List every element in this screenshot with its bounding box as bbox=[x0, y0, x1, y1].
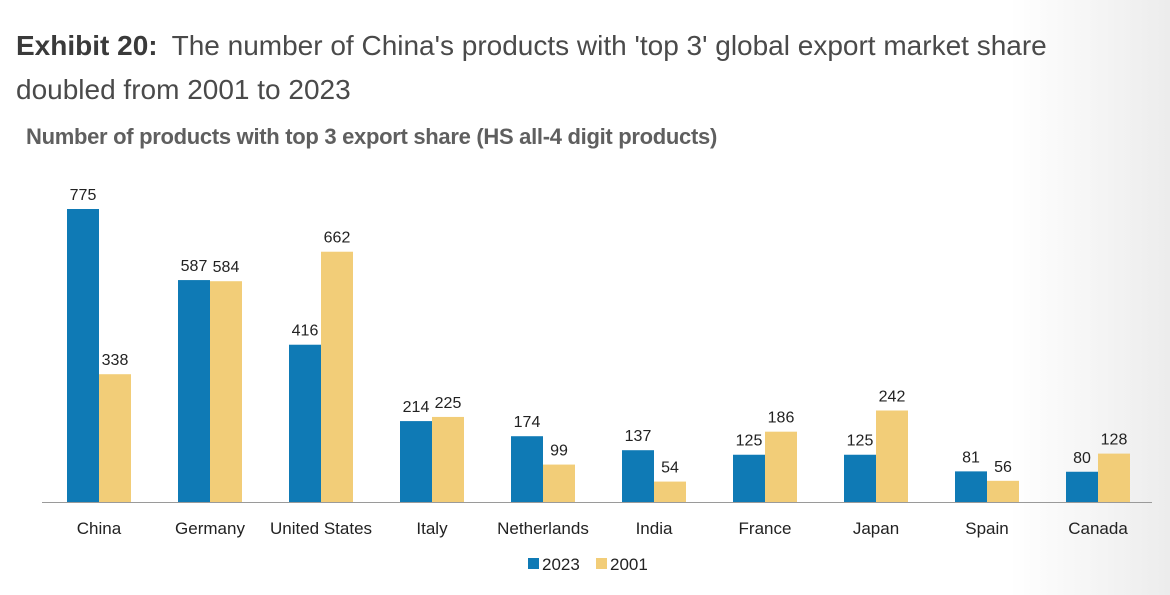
bar-japan-2001 bbox=[876, 410, 908, 502]
value-label-france-2001: 186 bbox=[768, 410, 795, 427]
bar-india-2001 bbox=[654, 481, 686, 502]
bar-spain-2001 bbox=[987, 480, 1019, 502]
value-label-netherlands-2001: 99 bbox=[550, 443, 568, 460]
bar-france-2023 bbox=[733, 454, 765, 502]
category-label: China bbox=[77, 519, 122, 538]
value-label-china-2001: 338 bbox=[102, 352, 129, 369]
value-label-france-2023: 125 bbox=[736, 433, 763, 450]
value-label-india-2001: 54 bbox=[661, 460, 679, 477]
bar-united-states-2023 bbox=[289, 344, 321, 502]
value-label-canada-2023: 80 bbox=[1073, 450, 1091, 467]
exhibit-title: The number of China's products with 'top… bbox=[16, 30, 1047, 105]
value-label-india-2023: 137 bbox=[625, 428, 652, 445]
value-label-spain-2023: 81 bbox=[962, 449, 980, 466]
value-label-italy-2023: 214 bbox=[403, 399, 430, 416]
category-label: Italy bbox=[416, 519, 448, 538]
bar-germany-2001 bbox=[210, 281, 242, 502]
bar-japan-2023 bbox=[844, 454, 876, 502]
category-label: Spain bbox=[965, 519, 1008, 538]
chart-title: Number of products with top 3 export sha… bbox=[26, 124, 717, 149]
bar-canada-2023 bbox=[1066, 471, 1098, 502]
exhibit-label: Exhibit 20: bbox=[16, 30, 158, 61]
legend-swatch-2001 bbox=[596, 558, 607, 569]
bar-netherlands-2001 bbox=[543, 464, 575, 502]
value-label-united-states-2023: 416 bbox=[292, 323, 319, 340]
legend-label-2001: 2001 bbox=[610, 555, 648, 574]
bar-france-2001 bbox=[765, 431, 797, 502]
bar-china-2001 bbox=[99, 374, 131, 502]
bar-netherlands-2023 bbox=[511, 436, 543, 502]
value-label-united-states-2001: 662 bbox=[324, 230, 351, 247]
legend: 2023 2001 bbox=[528, 555, 648, 574]
value-label-china-2023: 775 bbox=[70, 187, 97, 204]
bar-italy-2001 bbox=[432, 416, 464, 502]
category-label: Germany bbox=[175, 519, 245, 538]
category-labels-group: China Germany United States Italy Netherland… bbox=[77, 519, 1129, 538]
legend-label-2023: 2023 bbox=[542, 555, 580, 574]
category-label: Netherlands bbox=[497, 519, 589, 538]
category-label: United States bbox=[270, 519, 372, 538]
category-label: Japan bbox=[853, 519, 899, 538]
value-label-germany-2001: 584 bbox=[213, 259, 240, 276]
value-label-netherlands-2023: 174 bbox=[514, 414, 541, 431]
category-label: Canada bbox=[1068, 519, 1128, 538]
bar-china-2023 bbox=[67, 209, 99, 502]
exhibit-heading: Exhibit 20: The number of China's product… bbox=[16, 24, 1136, 112]
value-labels-group: 775 338 587 584 416 662 214 225 174 99 137 54 125 186… bbox=[70, 187, 1128, 477]
value-label-canada-2001: 128 bbox=[1101, 432, 1128, 449]
bar-italy-2023 bbox=[400, 421, 432, 502]
legend-swatch-2023 bbox=[528, 558, 539, 569]
value-label-japan-2023: 125 bbox=[847, 433, 874, 450]
bar-united-states-2001 bbox=[321, 251, 353, 502]
value-label-italy-2001: 225 bbox=[435, 395, 462, 412]
bar-canada-2001 bbox=[1098, 453, 1130, 502]
bar-india-2023 bbox=[622, 450, 654, 502]
bar-germany-2023 bbox=[178, 280, 210, 502]
value-label-germany-2023: 587 bbox=[181, 258, 208, 275]
value-label-spain-2001: 56 bbox=[994, 459, 1012, 476]
value-label-japan-2001: 242 bbox=[879, 389, 906, 406]
bars-group bbox=[67, 209, 1130, 502]
bar-spain-2023 bbox=[955, 471, 987, 502]
category-label: France bbox=[739, 519, 792, 538]
category-label: India bbox=[636, 519, 673, 538]
